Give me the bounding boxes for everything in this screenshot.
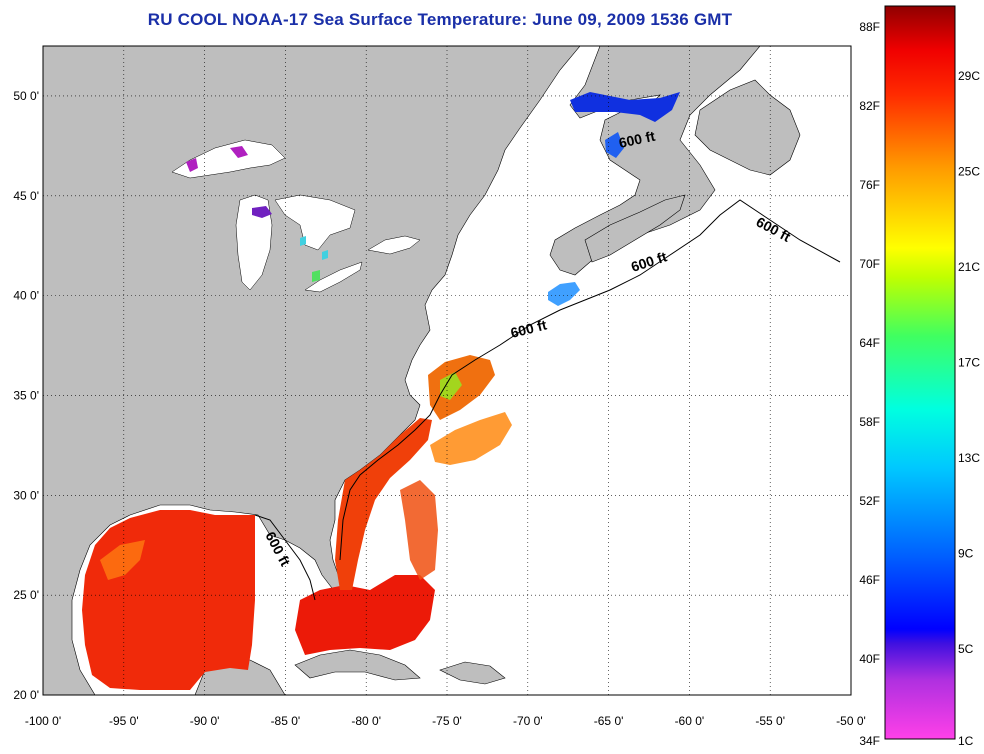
sst-gulf-stream-mid (428, 355, 495, 420)
land-hispaniola (439, 661, 506, 685)
lon-tick-label: -70 0' (513, 714, 543, 728)
lake-ontario (367, 235, 421, 255)
lon-tick-label: -85 0' (271, 714, 301, 728)
lat-tick-label: 20 0' (13, 688, 39, 702)
sst-gulf-warm-patch (100, 540, 145, 580)
colorbar-f-label: 88F (859, 20, 880, 34)
lon-tick-label: -75 0' (432, 714, 462, 728)
map-title: RU COOL NOAA-17 Sea Surface Temperature:… (147, 10, 733, 29)
sst-lake-huron-cyan (300, 236, 328, 260)
colorbar-c-label: 1C (958, 734, 974, 748)
lat-tick-label: 35 0' (13, 388, 39, 402)
colorbar-fahrenheit-labels: 88F 82F 76F 70F 64F 58F 52F 46F 40F 34F (859, 20, 880, 748)
colorbar-f-label: 40F (859, 652, 880, 666)
sst-gulf-of-mexico (82, 510, 255, 690)
colorbar-f-label: 52F (859, 494, 880, 508)
sst-hatteras-green (440, 372, 462, 400)
contour-600ft-gulf (254, 514, 316, 601)
colorbar-f-label: 46F (859, 573, 880, 587)
latitude-axis: 20 0' 25 0' 30 0' 35 0' 40 0' 45 0' 50 0' (13, 89, 39, 702)
lon-tick-label: -65 0' (594, 714, 624, 728)
colorbar-f-label: 76F (859, 178, 880, 192)
contour-label-newfoundland: 600 ft (617, 128, 656, 151)
map-grid (43, 46, 851, 695)
colorbar-c-label: 21C (958, 260, 980, 274)
longitude-axis: -100 0' -95 0' -90 0' -85 0' -80 0' -75 0' -70… (25, 714, 866, 728)
lon-tick-label: -95 0' (109, 714, 139, 728)
lake-michigan (235, 194, 273, 291)
colorbar-f-label: 82F (859, 99, 880, 113)
colorbar-f-label: 70F (859, 257, 880, 271)
lon-tick-label: -50 0' (836, 714, 866, 728)
lat-tick-label: 50 0' (13, 89, 39, 103)
lake-huron (274, 194, 356, 251)
lake-erie (304, 261, 363, 293)
land-newfoundland (694, 79, 801, 176)
colorbar-f-label: 34F (859, 734, 880, 748)
colorbar-c-label: 17C (958, 356, 980, 370)
sst-lake-michigan-purple (252, 206, 272, 218)
lon-tick-label: -60 0' (675, 714, 705, 728)
colorbar (884, 5, 956, 740)
sst-gulf-stream-patch (430, 412, 512, 465)
colorbar-c-label: 13C (958, 451, 980, 465)
sst-offshore-east (400, 480, 438, 580)
lake-superior (171, 139, 286, 179)
lon-tick-label: -80 0' (351, 714, 381, 728)
land-cuba (294, 649, 421, 681)
colorbar-c-label: 5C (958, 642, 974, 656)
sst-gulf-st-lawrence (570, 92, 680, 122)
sst-lake-superior-purple (186, 146, 248, 172)
sst-gulf-stream-se (335, 418, 432, 590)
lat-tick-label: 30 0' (13, 488, 39, 502)
colorbar-f-label: 64F (859, 336, 880, 350)
colorbar-f-label: 58F (859, 415, 880, 429)
lat-tick-label: 25 0' (13, 588, 39, 602)
sst-lake-erie-green (312, 270, 320, 282)
colorbar-c-label: 29C (958, 69, 980, 83)
lon-tick-label: -90 0' (190, 714, 220, 728)
lat-tick-label: 40 0' (13, 289, 39, 303)
colorbar-celsius-labels: 29C 25C 21C 17C 13C 9C 5C 1C (958, 69, 980, 748)
land-nova-scotia (584, 194, 686, 263)
colorbar-c-label: 9C (958, 547, 974, 561)
lon-tick-label: -55 0' (755, 714, 785, 728)
lat-tick-label: 45 0' (13, 189, 39, 203)
lon-tick-label: -100 0' (25, 714, 61, 728)
map-border (42, 45, 852, 696)
sst-gulf-st-lawrence-2 (605, 132, 624, 158)
sst-georges-bank (548, 282, 580, 306)
land-north-america (43, 46, 581, 695)
colorbar-c-label: 25C (958, 165, 980, 179)
contour-600ft-atlantic (339, 199, 841, 561)
